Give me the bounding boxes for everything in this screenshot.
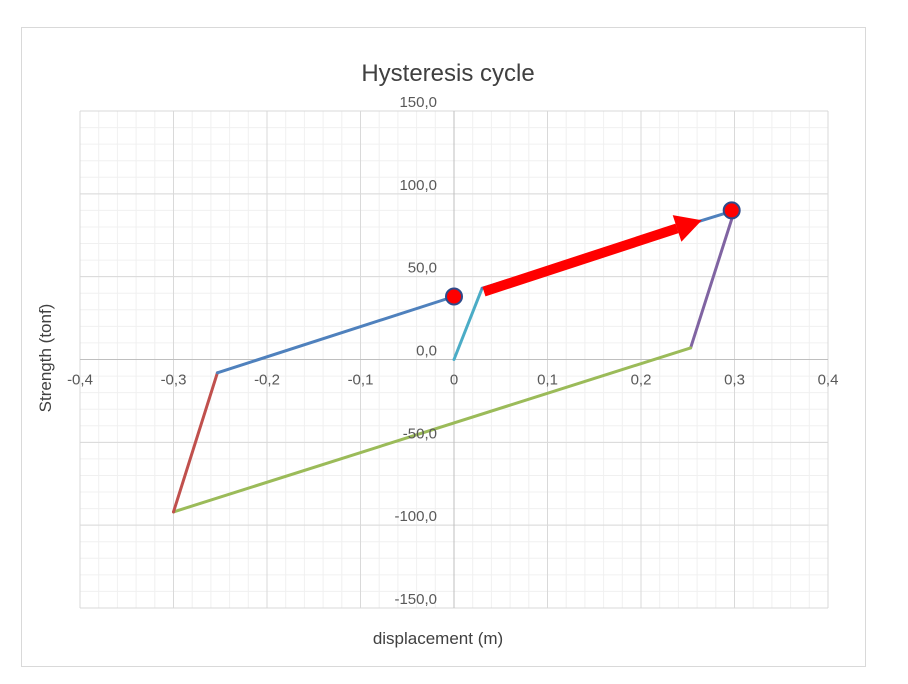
y-tick-label: 150,0 xyxy=(399,94,437,111)
hysteresis-chart: -0,4 -0,3 -0,2 -0,1 0 0,1 0,2 0,3 0,4 -150,0 -100,… xyxy=(36,60,838,648)
chart-frame: -0,4 -0,3 -0,2 -0,1 0 0,1 0,2 0,3 0,4 -150,0 -100,… xyxy=(21,27,866,667)
data-marker-2 xyxy=(722,201,741,220)
y-tick-label: 0,0 xyxy=(416,343,437,360)
x-tick-label: 0,1 xyxy=(537,372,558,389)
y-tick-label: 100,0 xyxy=(399,177,437,194)
x-tick-label: 0,3 xyxy=(724,372,745,389)
y-tick-label: 50,0 xyxy=(408,260,437,277)
y-axis-title: Strength (tonf) xyxy=(36,304,55,413)
x-tick-label: 0 xyxy=(450,372,458,389)
y-tick-label: -100,0 xyxy=(394,508,437,525)
series-line-6 xyxy=(215,295,456,375)
direction-arrow-shaft xyxy=(482,223,679,297)
chart-title: Hysteresis cycle xyxy=(361,60,534,87)
series-line-1 xyxy=(452,286,484,361)
x-tick-label: -0,4 xyxy=(67,372,93,389)
y-tick-label: -50,0 xyxy=(403,425,437,442)
x-tick-label: -0,3 xyxy=(161,372,187,389)
x-tick-label: 0,2 xyxy=(631,372,652,389)
x-tick-label: -0,2 xyxy=(254,372,280,389)
direction-arrow-head xyxy=(672,215,702,242)
series-line-4 xyxy=(172,346,693,514)
marker-layer xyxy=(445,201,741,306)
x-tick-label: 0,4 xyxy=(818,372,839,389)
x-tick-label: -0,1 xyxy=(348,372,374,389)
series-line-5 xyxy=(172,371,219,514)
data-marker-1 xyxy=(445,287,463,306)
y-tick-label: -150,0 xyxy=(394,591,437,608)
tick-labels: -0,4 -0,3 -0,2 -0,1 0 0,1 0,2 0,3 0,4 -150,0 -100,… xyxy=(67,94,838,608)
series-line-3 xyxy=(689,208,736,350)
x-axis-title: displacement (m) xyxy=(373,629,503,648)
arrow-layer xyxy=(482,215,702,297)
